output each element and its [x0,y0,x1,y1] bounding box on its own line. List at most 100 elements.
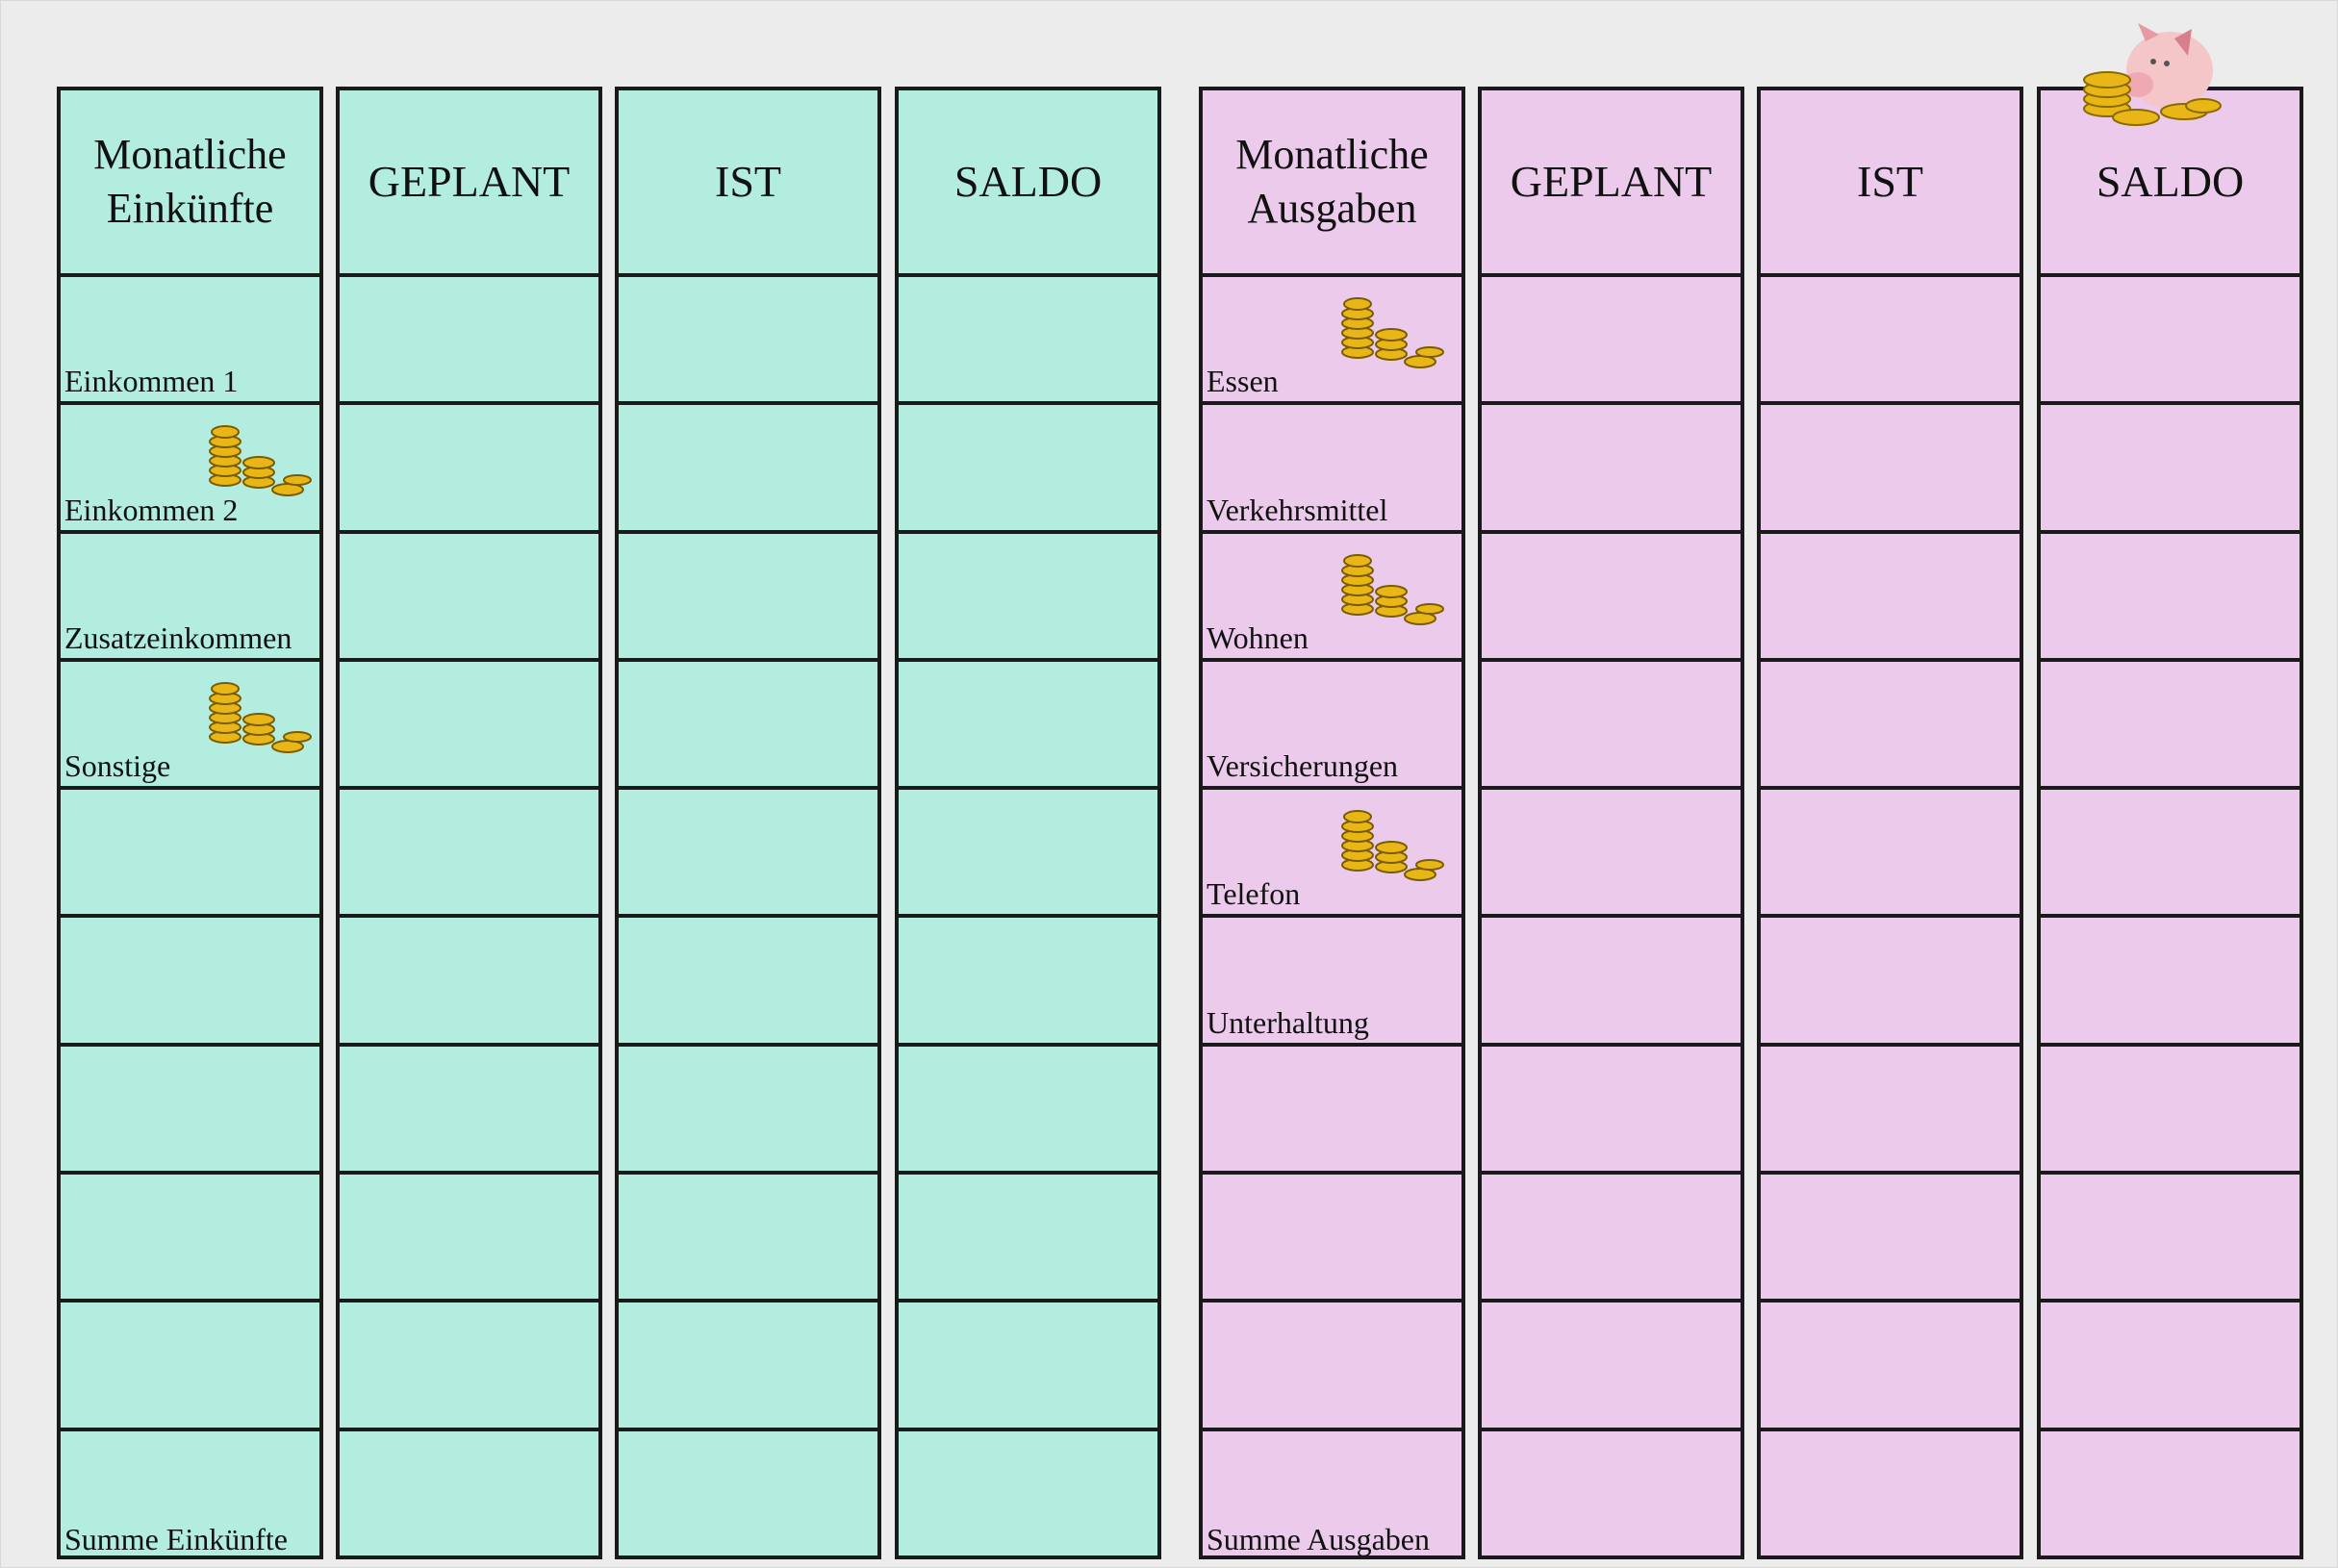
coin-stack-icon [1338,542,1444,628]
value-cell[interactable] [1761,405,2020,534]
value-cell[interactable] [2041,1175,2300,1303]
value-cell[interactable] [619,1175,877,1303]
value-cell[interactable] [619,1431,877,1559]
expenses-column-3: SALDO [2037,87,2303,1559]
row-label-cell: Unterhaltung [1203,918,1461,1047]
value-cell[interactable] [2041,1047,2300,1176]
expenses-column-2: IST [1757,87,2023,1559]
row-label-cell: Einkommen 2 [61,405,319,534]
value-cell[interactable] [899,662,1157,791]
coin-stack-icon [206,413,312,499]
income-column-1: GEPLANT [336,87,602,1559]
value-cell[interactable] [340,1302,598,1431]
value-cell[interactable] [899,1175,1157,1303]
value-cell[interactable] [1482,1175,1741,1303]
column-header: Monatliche Einkünfte [61,90,319,277]
value-cell[interactable] [2041,918,2300,1047]
row-label-cell [61,1175,319,1303]
value-cell[interactable] [340,405,598,534]
value-cell[interactable] [619,1047,877,1176]
coin-stack-icon [206,670,312,756]
value-cell[interactable] [619,918,877,1047]
row-label-cell: Wohnen [1203,534,1461,662]
income-column-3: SALDO [895,87,1161,1559]
value-cell[interactable] [2041,1302,2300,1431]
value-cell[interactable] [340,534,598,662]
row-label-cell [1203,1047,1461,1176]
value-cell[interactable] [1482,918,1741,1047]
row-label-cell: Verkehrsmittel [1203,405,1461,534]
value-cell[interactable] [340,1047,598,1176]
value-cell[interactable] [1761,1047,2020,1176]
value-cell[interactable] [1482,534,1741,662]
row-label-cell [61,918,319,1047]
row-label-cell: Sonstige [61,662,319,791]
row-label: Wohnen [1207,620,1309,655]
value-cell[interactable] [340,1431,598,1559]
value-cell[interactable] [619,405,877,534]
expenses-column-0: Monatliche Ausgaben Essen Verkehrsmittel Wo… [1199,87,1465,1559]
column-header: IST [619,90,877,277]
value-cell[interactable] [2041,1431,2300,1559]
row-label-cell [61,1302,319,1431]
value-cell[interactable] [1482,790,1741,919]
value-cell[interactable] [2041,790,2300,919]
value-cell[interactable] [2041,534,2300,662]
value-cell[interactable] [340,790,598,919]
coin-stack-icon [1338,285,1444,371]
value-cell[interactable] [340,277,598,406]
value-cell[interactable] [1482,277,1741,406]
expenses-column-1: GEPLANT [1478,87,1744,1559]
value-cell[interactable] [1761,1175,2020,1303]
value-cell[interactable] [340,1175,598,1303]
value-cell[interactable] [340,662,598,791]
value-cell[interactable] [2041,662,2300,791]
row-label: Summe Einkünfte [64,1521,288,1556]
value-cell[interactable] [2041,405,2300,534]
value-cell[interactable] [899,1431,1157,1559]
value-cell[interactable] [1482,1047,1741,1176]
row-label-cell [1203,1175,1461,1303]
row-label-cell: Versicherungen [1203,662,1461,791]
value-cell[interactable] [1482,1431,1741,1559]
value-cell[interactable] [2041,277,2300,406]
row-label-cell: Zusatzeinkommen [61,534,319,662]
row-label: Telefon [1207,876,1301,912]
row-label: Unterhaltung [1207,1004,1369,1040]
row-label-cell [61,1047,319,1176]
value-cell[interactable] [619,790,877,919]
column-header: GEPLANT [1482,90,1741,277]
value-cell[interactable] [619,534,877,662]
row-label-cell [61,790,319,919]
income-column-2: IST [615,87,881,1559]
value-cell[interactable] [899,277,1157,406]
value-cell[interactable] [1482,662,1741,791]
value-cell[interactable] [1761,790,2020,919]
value-cell[interactable] [899,534,1157,662]
value-cell[interactable] [1761,1431,2020,1559]
value-cell[interactable] [1761,662,2020,791]
value-cell[interactable] [899,405,1157,534]
column-header: IST [1761,90,2020,277]
column-header: Monatliche Ausgaben [1203,90,1461,277]
value-cell[interactable] [899,1047,1157,1176]
value-cell[interactable] [340,918,598,1047]
row-label: Versicherungen [1207,748,1399,784]
value-cell[interactable] [1482,1302,1741,1431]
row-label-cell: Einkommen 1 [61,277,319,406]
value-cell[interactable] [1761,918,2020,1047]
value-cell[interactable] [1761,277,2020,406]
value-cell[interactable] [1482,405,1741,534]
value-cell[interactable] [899,790,1157,919]
value-cell[interactable] [619,1302,877,1431]
value-cell[interactable] [619,662,877,791]
row-label-cell: Summe Einkünfte [61,1431,319,1559]
value-cell[interactable] [619,277,877,406]
value-cell[interactable] [1761,1302,2020,1431]
value-cell[interactable] [899,1302,1157,1431]
income-column-0: Monatliche Einkünfte Einkommen 1 Einkommen… [57,87,323,1559]
piggy-bank-icon [2083,23,2222,126]
value-cell[interactable] [899,918,1157,1047]
value-cell[interactable] [1761,534,2020,662]
row-label-cell [1203,1302,1461,1431]
